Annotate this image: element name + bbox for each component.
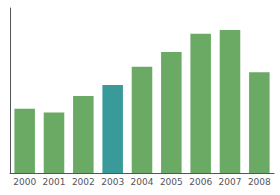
svg-text:2008: 2008 [248,177,271,187]
svg-text:2003: 2003 [101,177,124,187]
svg-text:2005: 2005 [160,177,183,187]
svg-text:2006: 2006 [189,177,212,187]
svg-text:2004: 2004 [131,177,154,187]
svg-text:2000: 2000 [13,177,36,187]
svg-text:2001: 2001 [43,177,66,187]
svg-text:2002: 2002 [72,177,95,187]
svg-text:2007: 2007 [219,177,242,187]
